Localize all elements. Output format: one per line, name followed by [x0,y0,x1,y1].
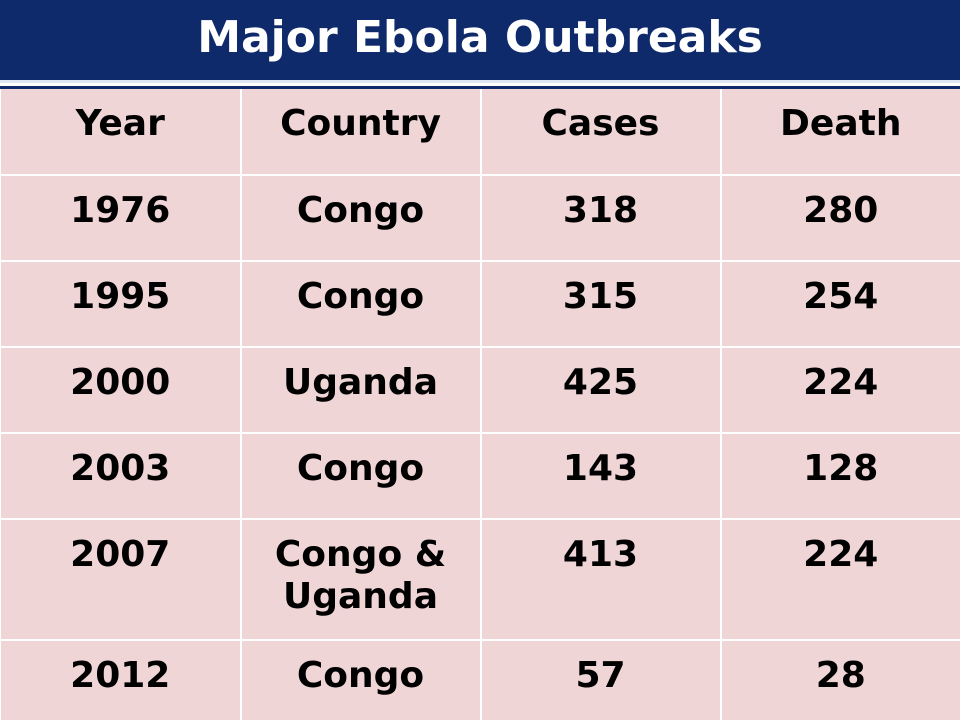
year-cell: 2003 [0,431,242,520]
death-cell: 280 [719,173,960,262]
year-cell: 1995 [0,259,242,348]
table-row: 2003 Congo 143 128 [0,431,960,520]
table-row: 1976 Congo 318 280 [0,173,960,262]
death-cell: 254 [719,259,960,348]
country-cell: Congo [239,259,482,348]
country-cell: Congo [239,173,482,262]
cases-cell: 57 [479,638,722,720]
outbreaks-table: Year Country Cases Death 1976 Congo 318 … [0,86,960,720]
country-cell: Uganda [239,345,482,434]
death-cell: 224 [719,345,960,434]
page-title: Major Ebola Outbreaks [197,11,763,63]
table-row: 2000 Uganda 425 224 [0,345,960,434]
table-header-row: Year Country Cases Death [0,86,960,176]
title-divider [0,80,960,83]
table-row: 2007 Congo & Uganda 413 224 [0,517,960,641]
cases-cell: 425 [479,345,722,434]
column-header-year: Year [0,86,242,176]
title-bar: Major Ebola Outbreaks [0,0,960,80]
cases-cell: 315 [479,259,722,348]
cases-cell: 318 [479,173,722,262]
country-cell: Congo [239,638,482,720]
column-header-death: Death [719,86,960,176]
table-row: 1995 Congo 315 254 [0,259,960,348]
death-cell: 224 [719,517,960,641]
year-cell: 2012 [0,638,242,720]
column-header-country: Country [239,86,482,176]
cases-cell: 413 [479,517,722,641]
death-cell: 28 [719,638,960,720]
table-row: 2012 Congo 57 28 [0,638,960,720]
cases-cell: 143 [479,431,722,520]
country-cell: Congo [239,431,482,520]
year-cell: 2007 [0,517,242,641]
year-cell: 1976 [0,173,242,262]
column-header-cases: Cases [479,86,722,176]
year-cell: 2000 [0,345,242,434]
death-cell: 128 [719,431,960,520]
country-cell: Congo & Uganda [239,517,482,641]
